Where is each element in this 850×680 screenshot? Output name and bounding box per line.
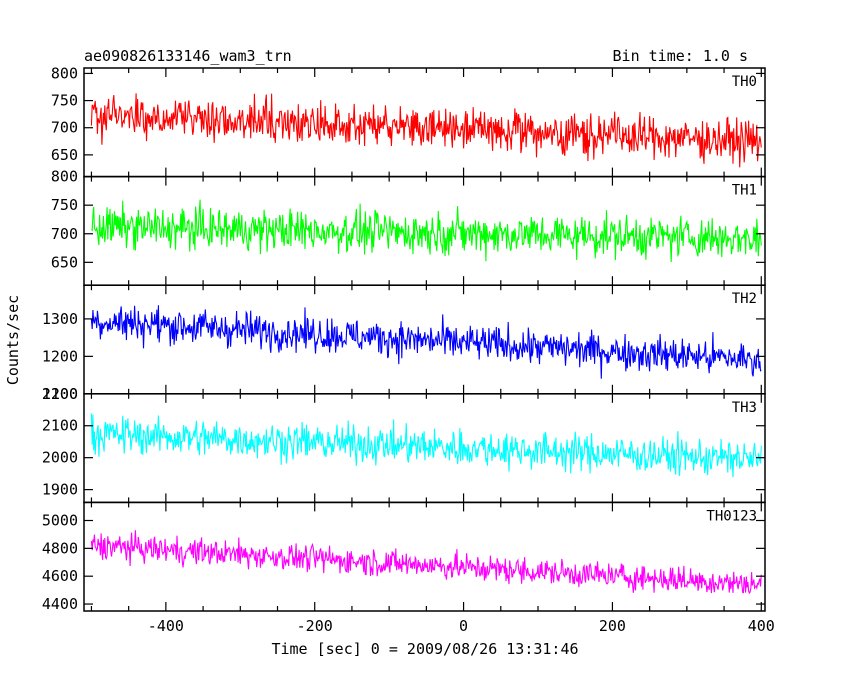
panel-th0123: 4400 4600 4800 5000 TH0123 bbox=[42, 501, 766, 613]
y-tick-label: 1300 bbox=[42, 310, 78, 328]
panel-label: TH2 bbox=[732, 291, 757, 307]
panel-th0: 650 700 750 800 TH0 bbox=[51, 64, 766, 178]
y-axis-label: Counts/sec bbox=[4, 295, 22, 385]
y-tick-label: 5000 bbox=[42, 512, 78, 530]
chart-subtitle: Bin time: 1.0 s bbox=[613, 47, 748, 65]
panel-frame bbox=[83, 501, 766, 612]
panel-frame bbox=[83, 67, 766, 178]
panel-th2: 1100 1200 1300 TH2 bbox=[42, 284, 766, 403]
y-tick-label: 2100 bbox=[42, 417, 78, 435]
y-tick-label: 1200 bbox=[42, 347, 78, 365]
series-line-th0123 bbox=[90, 530, 762, 595]
panel-label: TH1 bbox=[732, 183, 757, 199]
y-tick-label: 700 bbox=[51, 225, 78, 243]
y-tick-label: 800 bbox=[51, 64, 78, 82]
panel-label: TH0 bbox=[732, 74, 757, 90]
panel-label: TH3 bbox=[732, 400, 757, 416]
y-tick-label: 750 bbox=[51, 196, 78, 214]
panel-label: TH0123 bbox=[706, 508, 757, 524]
y-tick-label: 1900 bbox=[42, 481, 78, 499]
x-axis-label: Time [sec] 0 = 2009/08/26 13:31:46 bbox=[271, 640, 578, 658]
x-tick-label: -400 bbox=[148, 617, 184, 635]
y-tick-label: 2200 bbox=[42, 385, 78, 403]
series-line-th2 bbox=[90, 305, 762, 379]
x-tick-label: -200 bbox=[297, 617, 333, 635]
y-tick-label: 750 bbox=[51, 92, 78, 110]
panel-th1: 650 700 750 800 TH1 bbox=[51, 168, 766, 286]
series-line-th0 bbox=[90, 93, 762, 168]
panels-group: 650 700 750 800 TH0 650 700 750 800 TH1 1100 1200 13… bbox=[42, 64, 766, 613]
panel-th3: 1900 2000 2100 2200 TH3 bbox=[42, 385, 766, 504]
series-line-th3 bbox=[90, 413, 762, 478]
x-tick-label: 400 bbox=[748, 617, 775, 635]
x-tick-label: 0 bbox=[459, 617, 468, 635]
y-tick-label: 1100 bbox=[42, 385, 78, 403]
y-tick-label: 800 bbox=[51, 168, 78, 186]
y-tick-label: 700 bbox=[51, 119, 78, 137]
y-tick-label: 4400 bbox=[42, 595, 78, 613]
y-tick-label: 4600 bbox=[42, 567, 78, 585]
y-tick-label: 650 bbox=[51, 146, 78, 164]
series-line-th1 bbox=[90, 199, 762, 263]
x-axis: -400 -200 0 200 400 bbox=[148, 617, 775, 635]
x-tick-label: 200 bbox=[599, 617, 626, 635]
y-tick-label: 650 bbox=[51, 253, 78, 271]
y-tick-label: 2000 bbox=[42, 449, 78, 467]
y-tick-label: 4800 bbox=[42, 539, 78, 557]
chart-title: ae090826133146_wam3_trn bbox=[84, 47, 292, 65]
